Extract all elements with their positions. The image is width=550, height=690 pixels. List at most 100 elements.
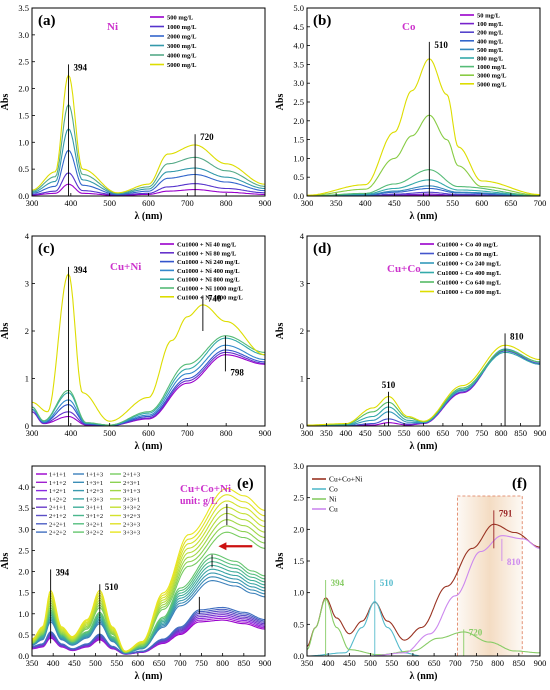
series-line-2: [307, 601, 540, 656]
y-tick-label: 0.5: [18, 630, 29, 640]
y-tick-label: 0: [25, 421, 29, 431]
x-axis-label: λ (nm): [410, 211, 438, 222]
panel-e: 394 510 350 400 450 500 550 600 650 700 750 800 850 9…: [0, 465, 271, 682]
panel-b: 510 300 350 400 450 500 550 600 650 700 0.0 0.5 1.0 1…: [275, 3, 546, 222]
panel-label: (b): [313, 13, 331, 29]
x-tick-label: 550: [398, 428, 411, 438]
series-line-8: [307, 114, 540, 196]
y-tick-label: 4.5: [293, 22, 304, 32]
x-tick-label: 600: [475, 198, 488, 208]
y-tick-label: 1: [25, 374, 29, 384]
legend-entry: Cu1000 + Co 80 mg/L: [437, 251, 498, 258]
x-tick-label: 900: [534, 428, 547, 438]
peak-label-394: 394: [74, 265, 88, 275]
y-axis-label: Abs: [275, 553, 286, 570]
x-tick-label: 400: [359, 198, 372, 208]
x-tick-label: 600: [142, 428, 155, 438]
x-tick-label: 400: [64, 428, 77, 438]
y-tick-label: 3.5: [18, 3, 29, 13]
y-axis-label: Abs: [275, 323, 286, 340]
peak-label-394: 394: [56, 567, 70, 577]
y-tick-label: 2.0: [293, 116, 304, 126]
peak-label-394: 394: [331, 578, 345, 588]
panel-c: 394 740 798 300 400 500 600 700 800 900 0 1 2 3 4 λ (nm…: [0, 231, 271, 452]
legend-entry: 2+3+3: [123, 521, 140, 528]
legend-entry: 3+1+3: [123, 488, 140, 495]
y-tick-label: 2: [25, 326, 29, 336]
series-line-6: [307, 179, 540, 196]
y-tick-label: 4: [300, 231, 305, 241]
panel-subtitle: unit: g/L: [180, 496, 218, 507]
legend-entry: Cu1000 + Co 800 mg/L: [437, 289, 502, 296]
legend-entry: 1+1+2: [49, 480, 66, 487]
series-line-1: [32, 354, 265, 426]
x-tick-label: 550: [446, 198, 459, 208]
y-tick-label: 3.5: [18, 503, 29, 513]
x-tick-label: 800: [220, 198, 233, 208]
x-tick-label: 850: [514, 428, 527, 438]
legend-entry: 2+1+2: [49, 513, 66, 520]
y-tick-label: 2.0: [293, 524, 304, 534]
legend-entry: 3000 mg/L: [167, 43, 197, 50]
panel-f: 394 510 720 791 810 350 400 450 500 550 600 650 700 7…: [275, 461, 546, 682]
y-tick-label: 1.0: [18, 137, 29, 147]
panel-title: Co: [402, 21, 416, 33]
legend-entry: Cu1000 + Ni 800 mg/L: [177, 277, 240, 284]
y-tick-label: 0.5: [293, 172, 304, 182]
y-axis-label: Abs: [0, 553, 11, 570]
series-line-6: [32, 74, 265, 194]
panel-label: (a): [38, 13, 56, 29]
legend-entry: 1+2+2: [49, 496, 66, 503]
legend-entry: Cu1000 + Co 240 mg/L: [437, 261, 502, 268]
series-line-4: [307, 535, 540, 656]
panel-label: (f): [512, 476, 527, 492]
peak-label-394: 394: [74, 62, 88, 72]
peak-label-720: 720: [469, 627, 483, 637]
peak-label-510: 510: [380, 578, 394, 588]
y-tick-label: 4.0: [293, 41, 304, 51]
x-tick-label: 700: [449, 658, 462, 668]
x-tick-label: 700: [181, 198, 194, 208]
panel-label: (d): [313, 241, 331, 257]
y-axis-label: Abs: [275, 94, 286, 111]
x-tick-label: 900: [534, 658, 547, 668]
series-line-7: [307, 169, 540, 196]
legend: 500 mg/L 1000 mg/L 2000 mg/L 3000 mg/L 4000 …: [150, 15, 197, 69]
y-tick-label: 1.5: [18, 110, 29, 120]
legend-entry: 1000 mg/L: [167, 24, 197, 31]
legend-entry: Cu1000 + Ni 40 mg/L: [177, 242, 237, 249]
y-tick-label: 2.5: [293, 97, 304, 107]
legend-entry: 3000 mg/L: [477, 73, 507, 80]
y-tick-label: 4: [25, 231, 30, 241]
legend-entry: Cu: [329, 505, 338, 514]
x-axis-label: λ (nm): [135, 671, 163, 682]
y-tick-label: 3: [300, 279, 304, 289]
legend-entry: 3+3+1: [123, 496, 140, 503]
peak-label-791: 791: [499, 508, 513, 518]
x-tick-label: 800: [495, 428, 508, 438]
x-tick-label: 450: [388, 198, 401, 208]
x-tick-label: 600: [142, 198, 155, 208]
x-tick-label: 700: [174, 658, 187, 668]
x-tick-label: 700: [534, 198, 547, 208]
series-line-5: [32, 337, 265, 426]
x-tick-label: 400: [322, 658, 335, 668]
y-tick-label: 0.5: [18, 164, 29, 174]
series-line-9: [307, 58, 540, 196]
legend-entry: 5000 mg/L: [167, 62, 197, 69]
y-tick-label: 3.0: [293, 461, 304, 471]
legend-entry: 1+2+1: [49, 488, 66, 495]
highlight-region: [456, 495, 523, 657]
legend-entry: 2+2+1: [49, 521, 66, 528]
x-tick-label: 300: [26, 198, 39, 208]
x-tick-label: 500: [417, 198, 430, 208]
x-tick-label: 750: [470, 658, 483, 668]
panel-label: (e): [237, 476, 254, 492]
x-tick-label: 350: [330, 198, 343, 208]
y-tick-label: 0.0: [293, 651, 304, 661]
x-tick-label: 700: [456, 428, 469, 438]
y-tick-label: 1.0: [293, 588, 304, 598]
series-line-4: [32, 344, 265, 426]
